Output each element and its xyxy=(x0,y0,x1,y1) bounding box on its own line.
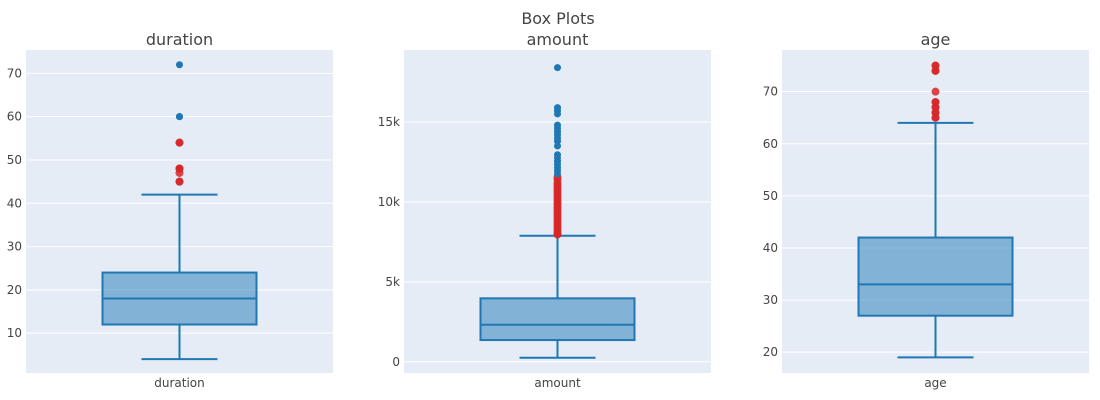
outlier-point xyxy=(931,87,940,96)
subplot-title: duration xyxy=(146,30,213,49)
y-tick-label: 10 xyxy=(7,326,22,340)
outlier-point xyxy=(931,98,940,107)
iqr-box xyxy=(479,297,636,342)
y-tick-label: 50 xyxy=(763,189,778,203)
y-tick-label: 70 xyxy=(763,85,778,99)
panel-age: 20 30 40 50 60 70 age age xyxy=(763,30,1089,390)
panel-amount: 0 5k 10k 15k amount amount xyxy=(378,30,711,390)
subplot-title: age xyxy=(921,30,951,49)
y-tick-label: 30 xyxy=(7,240,22,254)
y-tick-label: 20 xyxy=(763,345,778,359)
outlier-point xyxy=(175,138,184,147)
x-tick-label: amount xyxy=(534,376,581,390)
x-tick-label: age xyxy=(924,376,946,390)
outlier-point xyxy=(175,164,184,173)
y-tick-label: 30 xyxy=(763,293,778,307)
y-tick-label: 40 xyxy=(7,196,22,210)
iqr-box xyxy=(857,236,1014,317)
outlier-point xyxy=(554,64,561,72)
outlier-point xyxy=(931,61,940,70)
outlier-point xyxy=(176,113,183,121)
y-tick-label: 20 xyxy=(7,283,22,297)
subplot-title: amount xyxy=(527,30,589,49)
outlier-point xyxy=(175,177,184,186)
y-tick-label: 60 xyxy=(7,110,22,124)
outlier-point xyxy=(554,104,561,112)
figure-title: Box Plots xyxy=(521,9,594,28)
x-tick-label: duration xyxy=(154,376,205,390)
y-tick-label: 5k xyxy=(385,275,400,289)
y-tick-label: 60 xyxy=(763,137,778,151)
outlier-point xyxy=(554,121,561,129)
y-tick-label: 15k xyxy=(378,115,400,129)
panel-duration: 10 20 30 40 50 60 70 duration duration xyxy=(7,30,333,390)
y-tick-label: 10k xyxy=(378,195,400,209)
outlier-point xyxy=(554,151,561,159)
outlier-point xyxy=(554,142,561,150)
y-tick-label: 40 xyxy=(763,241,778,255)
y-tick-label: 50 xyxy=(7,153,22,167)
y-tick-label: 70 xyxy=(7,66,22,80)
outlier-point xyxy=(176,61,183,69)
y-tick-label: 0 xyxy=(392,355,400,369)
